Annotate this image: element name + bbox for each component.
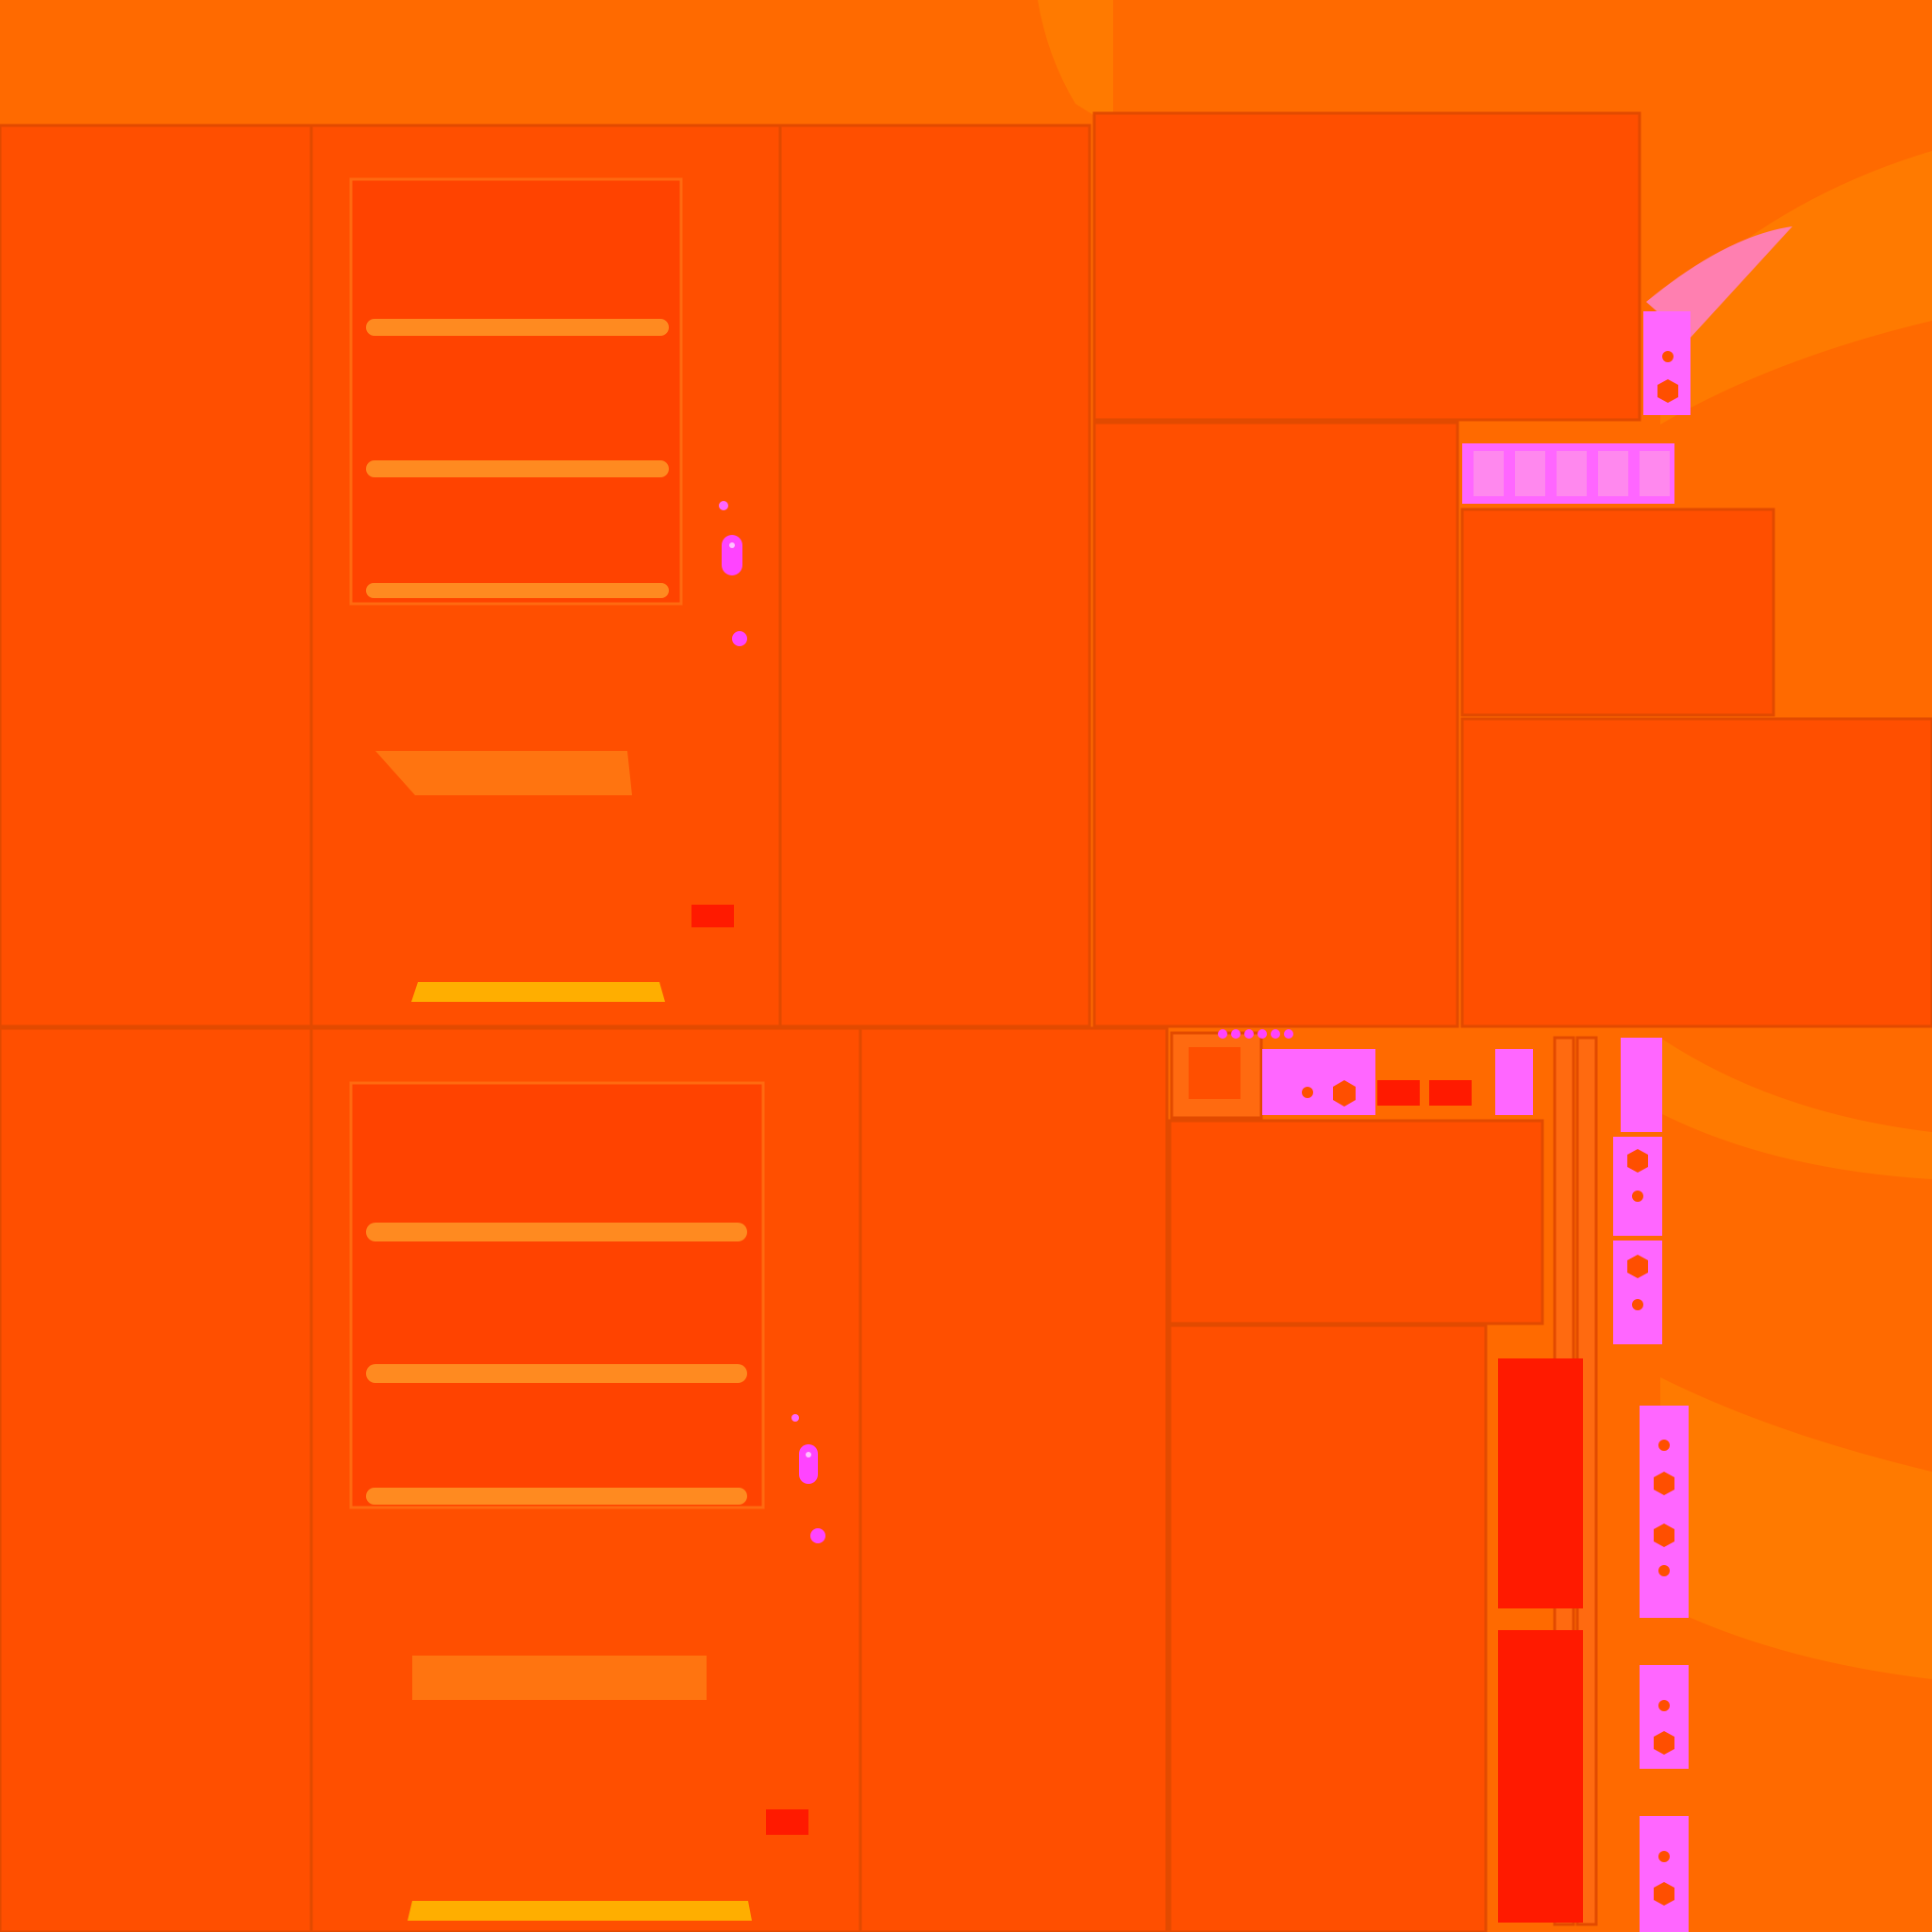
red-side-panel-upper <box>1498 1358 1583 1608</box>
hardware-indicator-1 <box>1377 1080 1420 1106</box>
lower-back-panel <box>1168 1324 1488 1932</box>
top-window-shelf-3 <box>366 583 669 598</box>
top-left-side-panel <box>0 124 313 1028</box>
top-led-small-icon <box>719 501 728 510</box>
top-machine-uv-block <box>0 124 1091 1028</box>
bottom-machine-uv-block <box>0 1026 1169 1932</box>
bracket-4-bolt-icon <box>1658 1700 1670 1711</box>
top-display-window <box>349 177 683 606</box>
bracket-2-hex-icon <box>1627 1255 1648 1278</box>
plate-bolt-icon <box>1302 1087 1313 1098</box>
pink-dot-icon-6 <box>1284 1029 1293 1039</box>
rail-segment-5 <box>1640 451 1670 496</box>
bottom-label-plate <box>412 1656 707 1700</box>
bottom-right-uv-panels <box>1168 1029 1689 1932</box>
pink-mini-plate <box>1495 1049 1533 1115</box>
pink-dot-icon-1 <box>1218 1029 1227 1039</box>
pink-bolt-plate <box>1262 1049 1375 1115</box>
rail-segment-2 <box>1515 451 1545 496</box>
plate-hex-icon <box>1333 1080 1356 1107</box>
top-window-shelf-1 <box>366 319 669 336</box>
bracket-3-hex-icon-a <box>1654 1472 1674 1495</box>
top-label-plate <box>375 751 632 795</box>
bracket-5-hex-icon <box>1654 1882 1674 1906</box>
roof-panel <box>1092 111 1641 422</box>
pink-dot-icon-2 <box>1231 1029 1241 1039</box>
pink-bracket-3 <box>1640 1406 1689 1618</box>
top-bracket-hex-icon <box>1657 379 1678 403</box>
bracket-1-bolt-icon <box>1632 1191 1643 1202</box>
top-window-shelf-2 <box>366 460 669 477</box>
bracket-3-hex-icon-b <box>1654 1524 1674 1547</box>
pink-dot-icon-3 <box>1244 1029 1254 1039</box>
side-strip-lower <box>1460 717 1932 1028</box>
bottom-display-window <box>349 1081 765 1509</box>
bracket-3-bolt-icon-b <box>1658 1565 1670 1576</box>
right-flare-mid <box>1660 1038 1932 1179</box>
bottom-coin-slot-dot <box>806 1452 811 1457</box>
side-strip-upper <box>1460 508 1775 717</box>
top-right-side-panel <box>778 124 1091 1028</box>
right-flare-lower <box>1660 1377 1932 1679</box>
bracket-3-bolt-icon <box>1658 1440 1670 1451</box>
bottom-return-button-icon <box>810 1528 825 1543</box>
top-indicator-light <box>691 905 734 927</box>
top-flare-shape <box>1038 0 1113 127</box>
top-right-uv-panels <box>1092 111 1932 1028</box>
rail-segment-1 <box>1474 451 1504 496</box>
bracket-5-bolt-icon <box>1658 1851 1670 1862</box>
back-panel <box>1092 421 1459 1028</box>
bracket-2-bolt-icon <box>1632 1299 1643 1310</box>
top-kick-plate <box>411 982 665 1002</box>
pink-dot-icon-4 <box>1257 1029 1267 1039</box>
right-flare-upper <box>1660 151 1932 425</box>
hinge-inset <box>1189 1047 1241 1099</box>
red-side-panel-lower <box>1498 1630 1583 1923</box>
pink-dot-icon-5 <box>1271 1029 1280 1039</box>
bottom-indicator-light <box>766 1809 808 1835</box>
top-bracket-bolt-icon <box>1662 351 1674 362</box>
bracket-1-hex-icon <box>1627 1149 1648 1173</box>
bottom-window-shelf-2 <box>366 1364 747 1383</box>
bottom-kick-plate <box>408 1901 752 1921</box>
hardware-indicator-2 <box>1429 1080 1472 1106</box>
bottom-led-small-icon <box>791 1414 799 1422</box>
bottom-window-shelf-1 <box>366 1223 747 1241</box>
top-coin-slot-dot <box>729 542 735 548</box>
pink-bracket-5 <box>1640 1816 1689 1932</box>
bottom-coin-slot-icon <box>799 1444 818 1484</box>
top-return-button-icon <box>732 631 747 646</box>
bracket-4-hex-icon <box>1654 1731 1674 1755</box>
bottom-window-shelf-3 <box>366 1488 747 1505</box>
pink-rail-top <box>1621 1038 1662 1132</box>
rail-segment-3 <box>1557 451 1587 496</box>
rail-segment-4 <box>1598 451 1628 496</box>
bottom-left-side-panel <box>0 1026 313 1932</box>
lower-roof-panel <box>1168 1119 1544 1325</box>
top-coin-slot-icon <box>722 535 742 575</box>
bottom-right-side-panel <box>858 1026 1169 1932</box>
